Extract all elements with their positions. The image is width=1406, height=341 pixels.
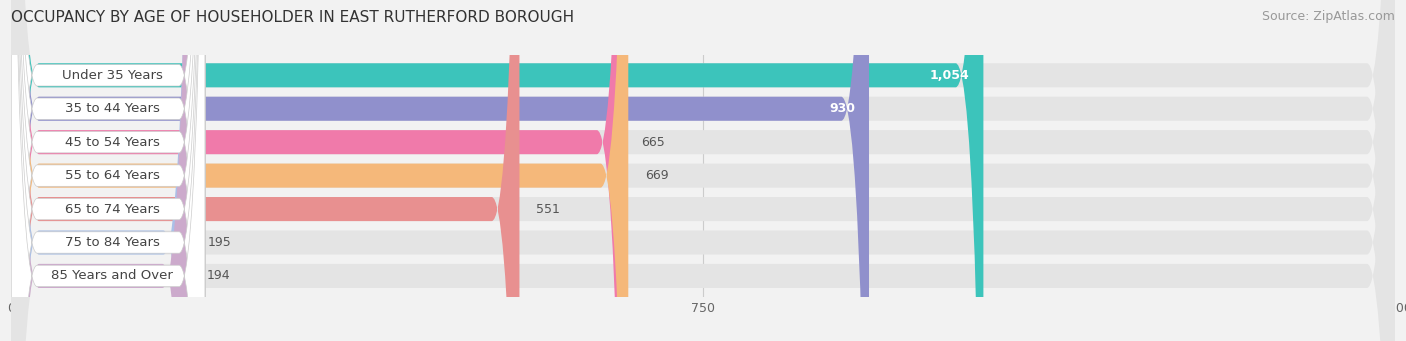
Text: 35 to 44 Years: 35 to 44 Years xyxy=(65,102,159,115)
FancyBboxPatch shape xyxy=(11,0,983,341)
Text: 194: 194 xyxy=(207,269,231,282)
FancyBboxPatch shape xyxy=(11,0,1395,341)
Text: 551: 551 xyxy=(536,203,560,216)
FancyBboxPatch shape xyxy=(11,0,191,341)
FancyBboxPatch shape xyxy=(11,0,205,341)
FancyBboxPatch shape xyxy=(11,0,205,341)
FancyBboxPatch shape xyxy=(11,0,205,341)
FancyBboxPatch shape xyxy=(11,0,205,341)
Text: 65 to 74 Years: 65 to 74 Years xyxy=(65,203,159,216)
FancyBboxPatch shape xyxy=(11,0,1395,341)
Text: 195: 195 xyxy=(208,236,232,249)
FancyBboxPatch shape xyxy=(11,0,628,341)
FancyBboxPatch shape xyxy=(11,0,1395,341)
FancyBboxPatch shape xyxy=(11,0,205,341)
FancyBboxPatch shape xyxy=(11,0,1395,341)
FancyBboxPatch shape xyxy=(11,0,624,341)
FancyBboxPatch shape xyxy=(11,0,869,341)
FancyBboxPatch shape xyxy=(11,0,1395,341)
Text: 75 to 84 Years: 75 to 84 Years xyxy=(65,236,159,249)
Text: Under 35 Years: Under 35 Years xyxy=(62,69,163,82)
Text: 45 to 54 Years: 45 to 54 Years xyxy=(65,136,159,149)
Text: Source: ZipAtlas.com: Source: ZipAtlas.com xyxy=(1261,10,1395,23)
FancyBboxPatch shape xyxy=(11,0,205,341)
Text: 85 Years and Over: 85 Years and Over xyxy=(51,269,173,282)
Text: 669: 669 xyxy=(645,169,668,182)
Text: 930: 930 xyxy=(830,102,855,115)
FancyBboxPatch shape xyxy=(11,0,519,341)
Text: 55 to 64 Years: 55 to 64 Years xyxy=(65,169,159,182)
FancyBboxPatch shape xyxy=(11,0,1395,341)
Text: 665: 665 xyxy=(641,136,665,149)
FancyBboxPatch shape xyxy=(11,0,190,341)
Text: 1,054: 1,054 xyxy=(929,69,970,82)
Text: OCCUPANCY BY AGE OF HOUSEHOLDER IN EAST RUTHERFORD BOROUGH: OCCUPANCY BY AGE OF HOUSEHOLDER IN EAST … xyxy=(11,10,575,25)
FancyBboxPatch shape xyxy=(11,0,205,341)
FancyBboxPatch shape xyxy=(11,0,1395,341)
